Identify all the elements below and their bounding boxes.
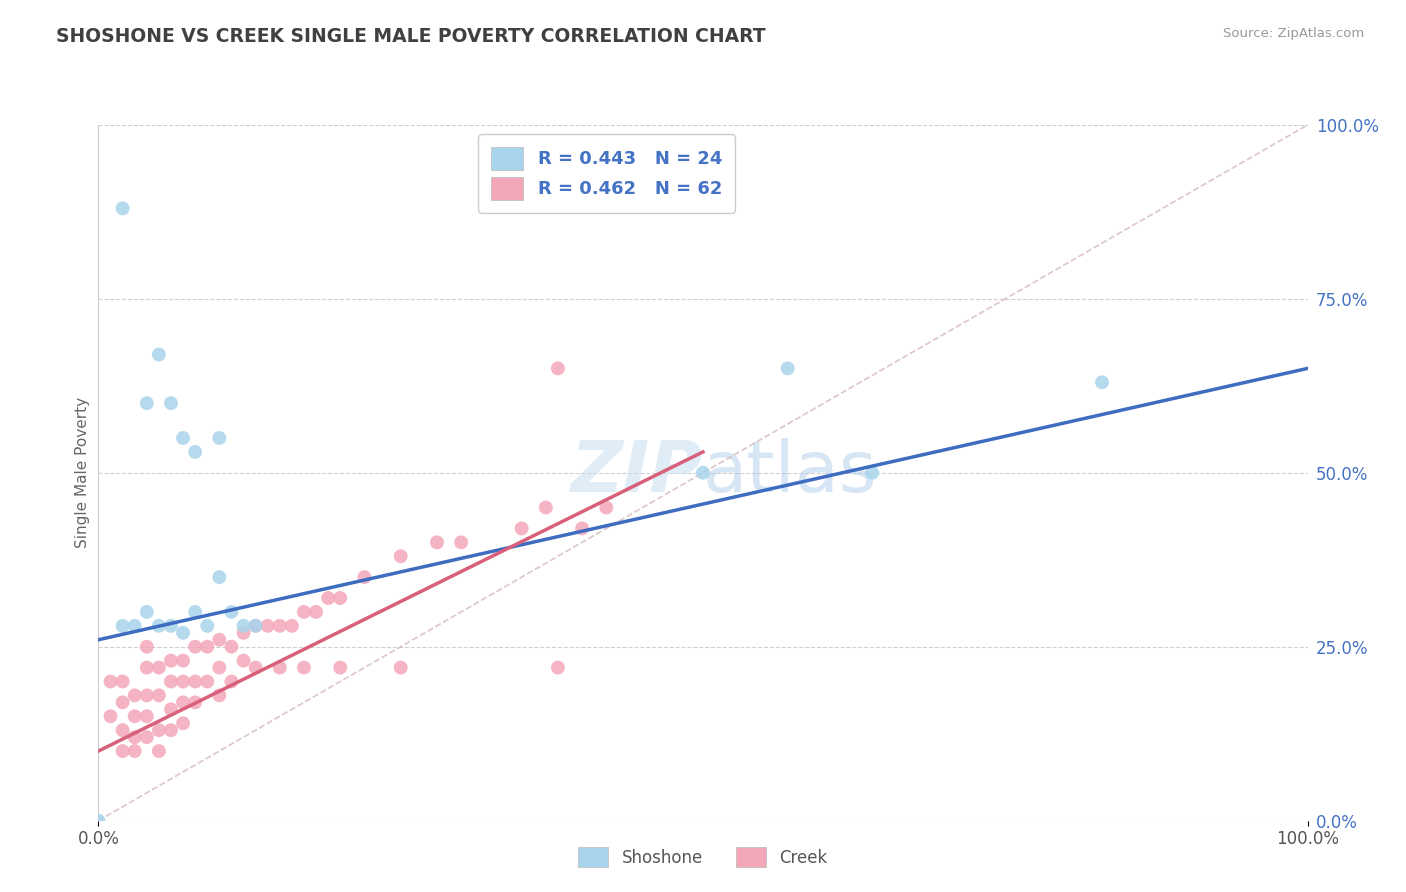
Point	[172, 716, 194, 731]
Point	[135, 660, 157, 674]
Point	[195, 619, 218, 633]
Point	[184, 674, 207, 689]
Point	[232, 654, 254, 668]
Point	[389, 660, 412, 674]
Point	[269, 619, 291, 633]
Point	[172, 431, 194, 445]
Point	[547, 361, 569, 376]
Point	[195, 674, 218, 689]
Point	[111, 744, 134, 758]
Point	[160, 619, 183, 633]
Point	[269, 660, 291, 674]
Point	[148, 744, 170, 758]
Point	[329, 660, 352, 674]
Point	[100, 674, 122, 689]
Point	[232, 619, 254, 633]
Point	[184, 605, 207, 619]
Point	[208, 570, 231, 584]
Point	[450, 535, 472, 549]
Point	[184, 445, 207, 459]
Point	[184, 695, 207, 709]
Point	[245, 660, 267, 674]
Point	[111, 674, 134, 689]
Point	[172, 695, 194, 709]
Point	[389, 549, 412, 564]
Point	[148, 619, 170, 633]
Point	[111, 723, 134, 738]
Point	[124, 730, 146, 744]
Point	[571, 521, 593, 535]
Point	[160, 654, 183, 668]
Point	[135, 689, 157, 703]
Point	[111, 202, 134, 216]
Point	[426, 535, 449, 549]
Point	[208, 660, 231, 674]
Text: Source: ZipAtlas.com: Source: ZipAtlas.com	[1223, 27, 1364, 40]
Text: SHOSHONE VS CREEK SINGLE MALE POVERTY CORRELATION CHART: SHOSHONE VS CREEK SINGLE MALE POVERTY CO…	[56, 27, 766, 45]
Point	[353, 570, 375, 584]
Point	[135, 640, 157, 654]
Point	[776, 361, 799, 376]
Point	[172, 674, 194, 689]
Point	[208, 431, 231, 445]
Point	[124, 689, 146, 703]
Point	[292, 660, 315, 674]
Point	[281, 619, 304, 633]
Point	[111, 695, 134, 709]
Point	[595, 500, 617, 515]
Point	[208, 632, 231, 647]
Point	[292, 605, 315, 619]
Point	[184, 640, 207, 654]
Point	[148, 660, 170, 674]
Point	[172, 625, 194, 640]
Point	[547, 660, 569, 674]
Point	[305, 605, 328, 619]
Point	[692, 466, 714, 480]
Point	[195, 640, 218, 654]
Point	[245, 619, 267, 633]
Text: atlas: atlas	[703, 438, 877, 508]
Point	[316, 591, 339, 605]
Point	[135, 709, 157, 723]
Point	[221, 640, 243, 654]
Point	[160, 723, 183, 738]
Point	[221, 605, 243, 619]
Point	[1091, 376, 1114, 390]
Point	[256, 619, 278, 633]
Point	[160, 702, 183, 716]
Point	[160, 674, 183, 689]
Point	[221, 674, 243, 689]
Point	[100, 709, 122, 723]
Point	[860, 466, 883, 480]
Point	[148, 723, 170, 738]
Point	[148, 347, 170, 361]
Point	[208, 689, 231, 703]
Point	[160, 396, 183, 410]
Point	[124, 709, 146, 723]
Point	[124, 744, 146, 758]
Point	[135, 730, 157, 744]
Point	[111, 619, 134, 633]
Y-axis label: Single Male Poverty: Single Male Poverty	[75, 397, 90, 549]
Point	[510, 521, 533, 535]
Point	[172, 654, 194, 668]
Point	[148, 689, 170, 703]
Legend: R = 0.443   N = 24, R = 0.462   N = 62: R = 0.443 N = 24, R = 0.462 N = 62	[478, 134, 734, 213]
Point	[87, 814, 110, 828]
Point	[245, 619, 267, 633]
Text: ZIP: ZIP	[571, 438, 703, 508]
Point	[124, 619, 146, 633]
Point	[135, 605, 157, 619]
Point	[329, 591, 352, 605]
Point	[534, 500, 557, 515]
Point	[232, 625, 254, 640]
Point	[135, 396, 157, 410]
